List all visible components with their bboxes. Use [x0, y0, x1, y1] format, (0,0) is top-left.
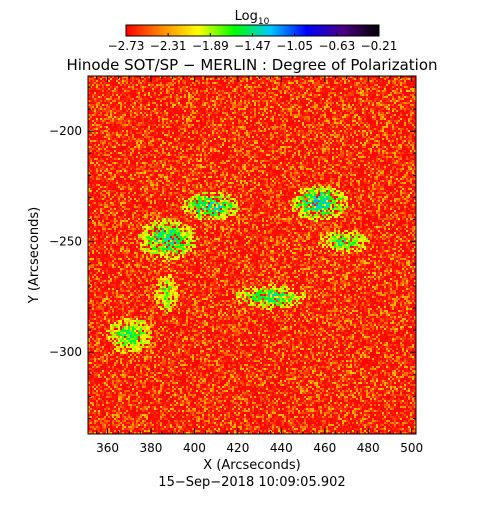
x-tick-label: 440	[270, 441, 293, 455]
y-axis: −200 −250 −300	[49, 86, 416, 420]
colorbar-tick-label: −1.05	[276, 39, 313, 53]
y-tick-label: −300	[49, 345, 82, 359]
x-tick-label: 500	[400, 441, 423, 455]
colorbar-tick-label: −2.31	[150, 39, 187, 53]
x-tick-label: 460	[313, 441, 336, 455]
x-tick-label: 400	[183, 441, 206, 455]
y-tick-label: −200	[49, 124, 82, 138]
colorbar-title: Log10	[235, 9, 270, 27]
heatmap-image	[88, 76, 416, 434]
plot-frame	[87, 75, 417, 435]
x-tick-label: 380	[140, 441, 163, 455]
chart-title: Hinode SOT/SP − MERLIN : Degree of Polar…	[66, 56, 437, 74]
x-tick-label: 420	[226, 441, 249, 455]
y-tick-label: −250	[49, 235, 82, 249]
colorbar-tick-label: −1.89	[192, 39, 229, 53]
colorbar-tick-label: −1.47	[234, 39, 271, 53]
plot-area	[87, 75, 417, 435]
colorbar-tick-label: −0.21	[361, 39, 398, 53]
y-axis-label: Y (Arcseconds)	[27, 207, 42, 304]
x-axis: 360 380 400 420 440 460 480 500	[96, 76, 423, 455]
colorbar-tick-label: −2.73	[108, 39, 145, 53]
colorbar-ticks: −2.73 −2.31 −1.89 −1.47 −1.05 −0.63 −0.21	[108, 33, 398, 53]
x-tick-label: 360	[96, 441, 119, 455]
timestamp: 15−Sep−2018 10:09:05.902	[158, 475, 345, 490]
x-axis-label: X (Arcseconds)	[203, 458, 300, 473]
x-tick-label: 480	[357, 441, 380, 455]
polarization-map	[88, 76, 416, 434]
colorbar-tick-label: −0.63	[318, 39, 355, 53]
